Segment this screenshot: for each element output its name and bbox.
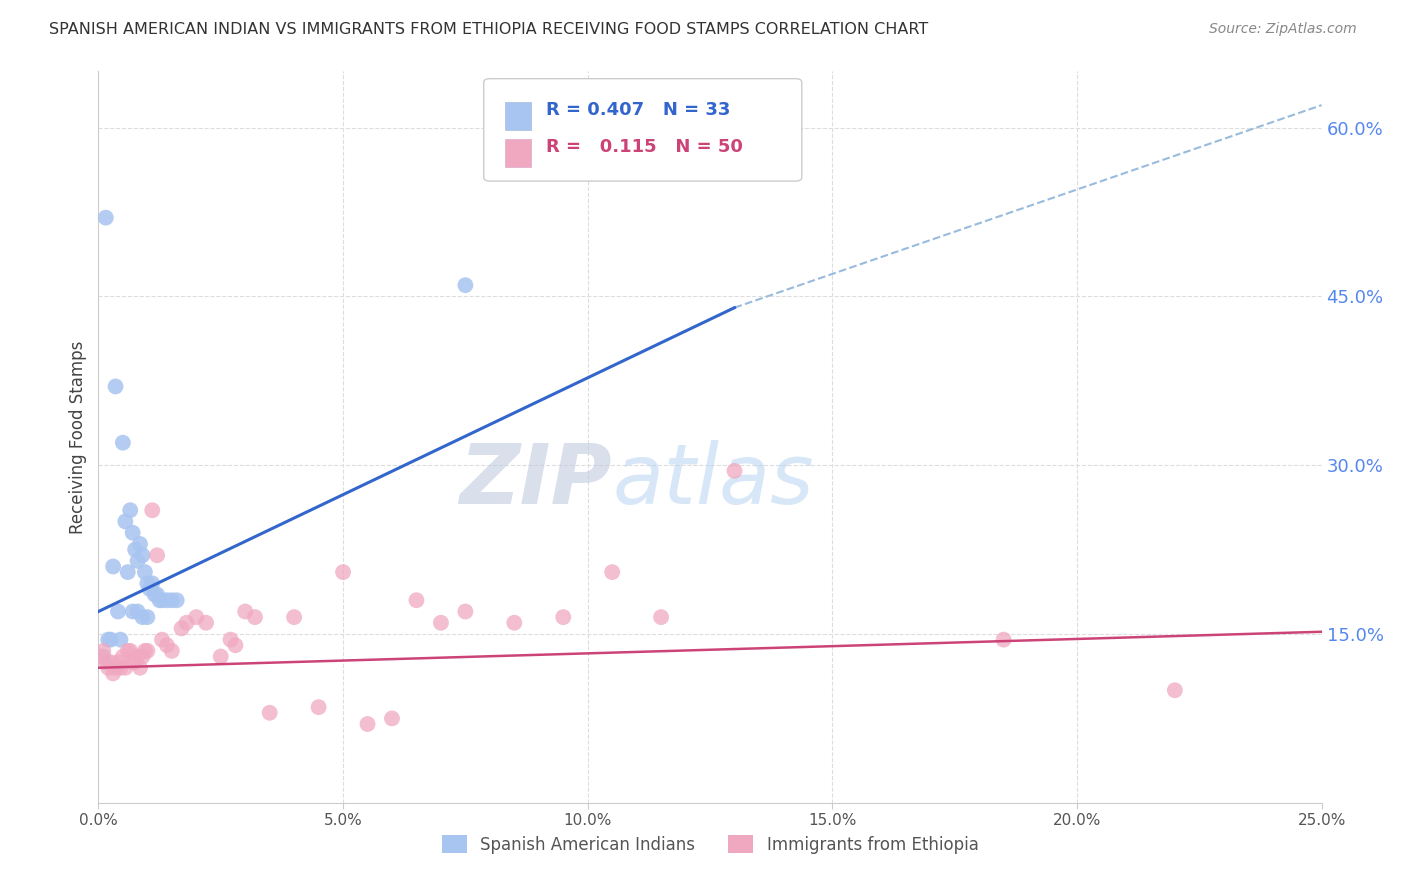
- Point: [356, 717, 378, 731]
- Point: [156, 593, 179, 607]
- Point: [107, 655, 129, 669]
- Point: [650, 610, 672, 624]
- Point: [139, 582, 162, 596]
- Point: [111, 649, 134, 664]
- Point: [283, 610, 305, 624]
- Point: [101, 666, 124, 681]
- Point: [120, 644, 142, 658]
- Point: [136, 610, 159, 624]
- Point: [111, 435, 134, 450]
- Point: [127, 554, 149, 568]
- Text: Source: ZipAtlas.com: Source: ZipAtlas.com: [1209, 22, 1357, 37]
- Point: [114, 515, 136, 529]
- Point: [454, 278, 477, 293]
- Text: ZIP: ZIP: [460, 441, 612, 522]
- Point: [259, 706, 281, 720]
- Point: [131, 610, 153, 624]
- Point: [233, 605, 256, 619]
- Point: [94, 211, 117, 225]
- Point: [131, 649, 153, 664]
- Point: [243, 610, 266, 624]
- Text: R =   0.115   N = 50: R = 0.115 N = 50: [546, 137, 742, 156]
- Point: [136, 644, 159, 658]
- Bar: [505, 102, 531, 130]
- Point: [131, 548, 153, 562]
- Point: [104, 661, 127, 675]
- Point: [723, 464, 745, 478]
- Y-axis label: Receiving Food Stamps: Receiving Food Stamps: [69, 341, 87, 533]
- Point: [121, 655, 143, 669]
- Point: [146, 548, 169, 562]
- Point: [134, 644, 156, 658]
- Point: [1164, 683, 1187, 698]
- Point: [97, 661, 120, 675]
- Point: [94, 655, 117, 669]
- Point: [160, 593, 183, 607]
- Point: [993, 632, 1015, 647]
- Legend: Spanish American Indians, Immigrants from Ethiopia: Spanish American Indians, Immigrants fro…: [434, 829, 986, 860]
- Point: [308, 700, 330, 714]
- Point: [121, 605, 143, 619]
- Point: [160, 644, 183, 658]
- Point: [150, 632, 173, 647]
- Point: [136, 576, 159, 591]
- Point: [146, 588, 169, 602]
- Point: [186, 610, 208, 624]
- Point: [150, 593, 173, 607]
- Point: [166, 593, 188, 607]
- Text: R = 0.407   N = 33: R = 0.407 N = 33: [546, 101, 731, 120]
- Point: [600, 565, 623, 579]
- Point: [127, 649, 149, 664]
- Point: [454, 605, 477, 619]
- Point: [224, 638, 246, 652]
- Point: [149, 593, 172, 607]
- Point: [195, 615, 218, 630]
- Point: [121, 525, 143, 540]
- Point: [110, 632, 132, 647]
- Point: [430, 615, 453, 630]
- Point: [141, 503, 163, 517]
- Point: [117, 644, 139, 658]
- Point: [209, 649, 232, 664]
- Point: [97, 632, 120, 647]
- Bar: [505, 138, 531, 167]
- Point: [170, 621, 193, 635]
- Point: [110, 661, 132, 675]
- FancyBboxPatch shape: [484, 78, 801, 181]
- Point: [503, 615, 526, 630]
- Point: [141, 576, 163, 591]
- Point: [117, 565, 139, 579]
- Point: [219, 632, 242, 647]
- Point: [129, 537, 152, 551]
- Point: [332, 565, 354, 579]
- Point: [107, 605, 129, 619]
- Point: [100, 632, 122, 647]
- Point: [176, 615, 198, 630]
- Point: [124, 542, 146, 557]
- Point: [156, 638, 179, 652]
- Point: [101, 559, 124, 574]
- Text: SPANISH AMERICAN INDIAN VS IMMIGRANTS FROM ETHIOPIA RECEIVING FOOD STAMPS CORREL: SPANISH AMERICAN INDIAN VS IMMIGRANTS FR…: [49, 22, 928, 37]
- Point: [90, 649, 112, 664]
- Point: [91, 649, 114, 664]
- Point: [91, 644, 114, 658]
- Point: [553, 610, 575, 624]
- Point: [381, 711, 404, 725]
- Point: [124, 655, 146, 669]
- Point: [134, 565, 156, 579]
- Point: [120, 503, 142, 517]
- Point: [405, 593, 427, 607]
- Point: [127, 605, 149, 619]
- Point: [100, 655, 122, 669]
- Point: [129, 661, 152, 675]
- Text: atlas: atlas: [612, 441, 814, 522]
- Point: [143, 588, 166, 602]
- Point: [114, 661, 136, 675]
- Point: [104, 379, 127, 393]
